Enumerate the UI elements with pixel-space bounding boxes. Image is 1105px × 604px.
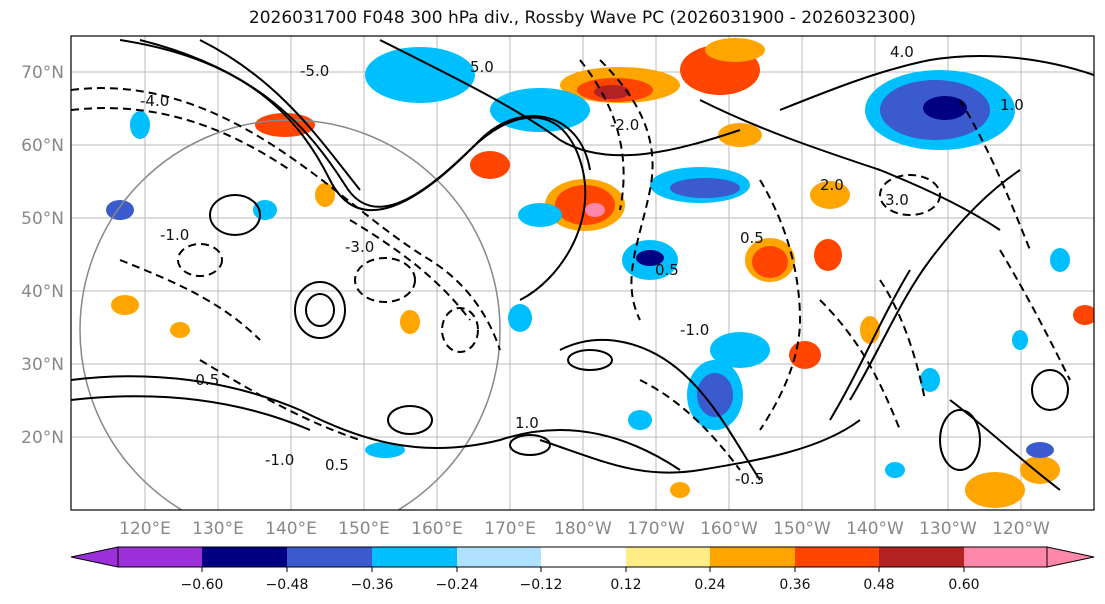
- colorbar-cell: [795, 547, 879, 567]
- lat-label: 50°N: [21, 209, 64, 229]
- colorbar-max-extend: [1046, 546, 1095, 568]
- colorbar-cell: [541, 547, 626, 567]
- colorbar-cell: [964, 547, 1047, 567]
- contour-label: -1.0: [265, 451, 294, 469]
- colorbar-tick-label: 0.36: [779, 577, 810, 593]
- colorbar-tick-label: −0.12: [520, 577, 563, 593]
- contour-label: 3.0: [885, 191, 909, 209]
- lon-label: 120°E: [119, 519, 171, 539]
- colorbar-tick-label: 0.24: [694, 577, 725, 593]
- lon-label: 170°E: [484, 519, 536, 539]
- colorbar-tick-label: −0.24: [436, 577, 479, 593]
- contour-label: 1.0: [515, 414, 539, 432]
- colorbar-cell: [287, 547, 372, 567]
- colorbar: −0.60 −0.48 −0.36 −0.24 −0.12 0.12 0.24 0.36 0.4…: [70, 546, 1095, 593]
- lat-label: 20°N: [21, 428, 64, 448]
- colorbar-tick-label: −0.48: [266, 577, 309, 593]
- lon-label: 130°W: [919, 519, 977, 539]
- map-frame: [70, 35, 1095, 511]
- contour-label: 1.0: [1000, 96, 1024, 114]
- contour-label: -0.5: [190, 371, 219, 389]
- lon-label: 130°E: [192, 519, 244, 539]
- lat-label: 40°N: [21, 282, 64, 302]
- colorbar-tick-label: 0.48: [863, 577, 894, 593]
- lon-label: 160°W: [700, 519, 758, 539]
- map-title: 2026031700 F048 300 hPa div., Rossby Wav…: [248, 8, 917, 28]
- latitude-labels: 70°N 60°N 50°N 40°N 30°N 20°N: [21, 63, 64, 448]
- lat-label: 60°N: [21, 136, 64, 156]
- lat-label: 70°N: [21, 63, 64, 83]
- lon-label: 150°W: [773, 519, 831, 539]
- lon-label: 180°W: [554, 519, 612, 539]
- contour-label: -5.0: [300, 62, 329, 80]
- contour-label: -1.0: [680, 321, 709, 339]
- colorbar-tick-label: −0.60: [181, 577, 224, 593]
- convergence-shading: [106, 47, 1070, 478]
- colorbar-tick-label: −0.36: [351, 577, 394, 593]
- colorbar-frame: [117, 546, 1048, 568]
- contour-label: -1.0: [160, 226, 189, 244]
- lat-label: 30°N: [21, 355, 64, 375]
- contour-labels: -5.0 -4.0 -3.0 -2.0 -1.0 -0.5 0.5 1.0 2.…: [140, 43, 1024, 488]
- colorbar-cell: [118, 547, 202, 567]
- lon-label: 160°E: [411, 519, 463, 539]
- lon-label: 150°E: [338, 519, 390, 539]
- colorbar-cell: [202, 547, 287, 567]
- contour-label: 0.5: [740, 229, 764, 247]
- colorbar-tick-label: 0.12: [610, 577, 641, 593]
- contour-label: -3.0: [345, 238, 374, 256]
- dashed-contours: [71, 59, 1071, 471]
- solid-contours: [71, 39, 1094, 491]
- colorbar-cell: [457, 547, 541, 567]
- colorbar-tick-label: 0.60: [948, 577, 979, 593]
- divergence-shading: [111, 38, 1094, 508]
- contour-label: 2.0: [820, 176, 844, 194]
- contour-label: -2.0: [610, 116, 639, 134]
- contour-label: 5.0: [470, 58, 494, 76]
- lon-label: 140°E: [265, 519, 317, 539]
- lon-label: 140°W: [846, 519, 904, 539]
- contour-label: 0.5: [655, 261, 679, 279]
- longitude-labels: 120°E 130°E 140°E 150°E 160°E 170°E 180°…: [119, 519, 1050, 539]
- colorbar-cell: [879, 547, 964, 567]
- colorbar-min-extend: [70, 546, 119, 568]
- contour-label: 4.0: [890, 43, 914, 61]
- lon-label: 170°W: [627, 519, 685, 539]
- contour-label: 0.5: [325, 456, 349, 474]
- contour-label: -0.5: [735, 470, 764, 488]
- lon-label: 120°W: [992, 519, 1050, 539]
- colorbar-cell: [626, 547, 710, 567]
- colorbar-cell: [372, 547, 457, 567]
- colorbar-cell: [710, 547, 795, 567]
- contour-label: -4.0: [140, 92, 169, 110]
